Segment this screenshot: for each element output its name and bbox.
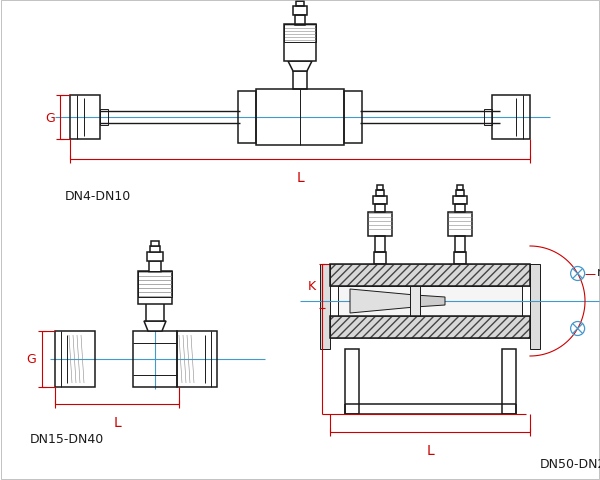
- Bar: [284, 25, 316, 43]
- Bar: [377, 186, 383, 191]
- Bar: [502, 349, 516, 414]
- Bar: [492, 96, 530, 140]
- Bar: [138, 271, 172, 298]
- Bar: [177, 331, 217, 387]
- Bar: [238, 92, 256, 144]
- Bar: [297, 0, 303, 2]
- Bar: [138, 271, 172, 304]
- Bar: [330, 264, 530, 287]
- Bar: [375, 237, 385, 252]
- Bar: [455, 237, 465, 252]
- Bar: [530, 264, 540, 349]
- Bar: [484, 110, 492, 126]
- Bar: [147, 252, 163, 262]
- Polygon shape: [288, 62, 312, 72]
- Text: G: G: [45, 111, 55, 124]
- Bar: [453, 197, 467, 204]
- Bar: [320, 264, 330, 349]
- Bar: [330, 316, 530, 338]
- Text: L: L: [113, 415, 121, 429]
- Bar: [330, 264, 530, 287]
- Bar: [70, 96, 100, 140]
- Bar: [284, 25, 316, 62]
- Bar: [448, 213, 472, 237]
- Bar: [146, 303, 164, 321]
- Bar: [455, 204, 465, 213]
- Bar: [293, 7, 307, 16]
- Bar: [150, 247, 160, 252]
- Bar: [256, 90, 344, 146]
- Bar: [410, 287, 420, 316]
- Bar: [344, 92, 362, 144]
- Bar: [100, 110, 108, 126]
- Bar: [295, 16, 305, 26]
- Bar: [373, 197, 387, 204]
- Bar: [368, 213, 392, 237]
- Text: n-d: n-d: [597, 265, 600, 278]
- Bar: [345, 349, 359, 414]
- Text: DN4-DN10: DN4-DN10: [65, 190, 131, 203]
- Bar: [454, 252, 466, 264]
- Bar: [293, 72, 307, 90]
- Text: G: G: [26, 353, 36, 366]
- Bar: [456, 191, 464, 197]
- Polygon shape: [144, 321, 166, 331]
- Bar: [149, 262, 161, 273]
- Bar: [375, 204, 385, 213]
- Text: L: L: [296, 171, 304, 185]
- Text: DN50-DN200: DN50-DN200: [540, 457, 600, 470]
- Text: DN15-DN40: DN15-DN40: [30, 432, 104, 445]
- Text: L: L: [426, 443, 434, 457]
- Bar: [330, 316, 530, 338]
- Polygon shape: [415, 295, 445, 307]
- Bar: [374, 252, 386, 264]
- Bar: [457, 186, 463, 191]
- Bar: [133, 331, 177, 387]
- Polygon shape: [350, 289, 415, 313]
- Bar: [296, 2, 304, 7]
- Text: K: K: [308, 280, 316, 293]
- Bar: [151, 241, 159, 247]
- Bar: [338, 287, 522, 316]
- Bar: [376, 191, 384, 197]
- Bar: [55, 331, 95, 387]
